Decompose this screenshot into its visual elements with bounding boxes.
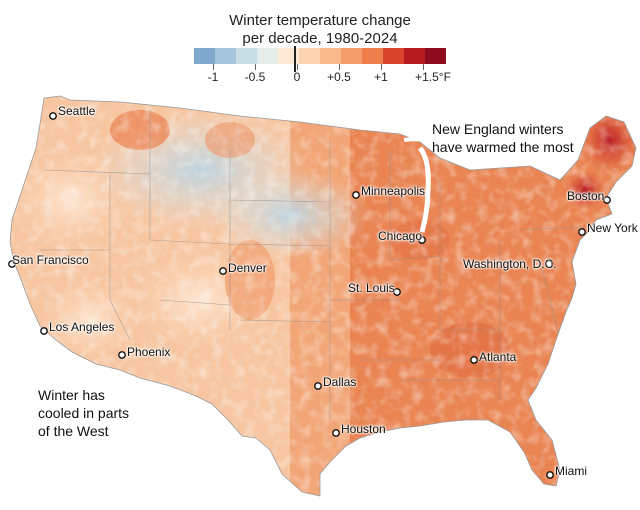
legend-tick-label: 0	[293, 70, 301, 84]
map-title-line1: Winter temperature change	[229, 12, 411, 29]
city-marker-houston	[332, 429, 340, 437]
city-label-denver: Denver	[228, 261, 267, 275]
legend-swatch	[299, 48, 320, 64]
city-marker-new-york	[578, 228, 586, 236]
legend-zero-marker	[294, 46, 296, 72]
legend-swatch	[320, 48, 341, 64]
city-label-miami: Miami	[555, 464, 587, 478]
legend-swatch	[404, 48, 425, 64]
city-label-washington-d-c: Washington, D.C.	[463, 257, 557, 271]
city-label-dallas: Dallas	[323, 375, 357, 389]
city-marker-dallas	[314, 382, 322, 390]
legend-swatch	[362, 48, 383, 64]
legend-swatch	[425, 48, 446, 64]
city-label-atlanta: Atlanta	[479, 350, 517, 364]
city-marker-atlanta	[470, 356, 478, 364]
west-note-line1: Winter has	[38, 387, 105, 403]
legend-tick-label: +0.5	[327, 70, 351, 84]
legend-tick-label: +1.5°F	[415, 70, 451, 84]
legend-swatch	[383, 48, 404, 64]
city-label-los-angeles: Los Angeles	[49, 320, 115, 334]
legend-tick	[423, 64, 424, 70]
city-marker-seattle	[49, 112, 57, 120]
color-legend	[194, 48, 446, 64]
city-marker-san-francisco	[8, 260, 16, 268]
legend-tick-label: -0.5	[244, 70, 266, 84]
city-marker-denver	[219, 267, 227, 275]
city-marker-phoenix	[118, 351, 126, 359]
city-markers	[8, 112, 611, 479]
city-label-new-york: New York	[587, 221, 638, 235]
legend-swatch	[215, 48, 236, 64]
city-label-minneapolis: Minneapolis	[361, 184, 426, 198]
city-marker-washington-d-c	[545, 260, 553, 268]
legend-swatch	[257, 48, 278, 64]
city-label-houston: Houston	[341, 422, 386, 436]
legend-swatch	[194, 48, 215, 64]
legend-swatch	[278, 48, 299, 64]
west-note-line2: cooled in parts	[38, 405, 130, 421]
legend-tick	[339, 64, 340, 70]
legend-tick	[297, 64, 298, 70]
legend-tick	[381, 64, 382, 70]
city-label-chicago: Chicago	[378, 229, 423, 243]
legend-tick-label: -1	[207, 70, 219, 84]
new-england-note-line1: New England winters	[432, 121, 564, 137]
city-marker-minneapolis	[352, 191, 360, 199]
map-title-line2: per decade, 1980-2024	[242, 30, 398, 47]
legend-tick	[255, 64, 256, 70]
city-marker-miami	[546, 471, 554, 479]
city-label-st-louis: St. Louis	[348, 281, 395, 295]
city-label-san-francisco: San Francisco	[12, 253, 89, 267]
city-marker-boston	[603, 196, 611, 204]
city-marker-st-louis	[393, 288, 401, 296]
city-marker-los-angeles	[40, 327, 48, 335]
city-label-phoenix: Phoenix	[127, 345, 171, 359]
legend-swatch	[236, 48, 257, 64]
city-label-seattle: Seattle	[58, 104, 96, 118]
city-marker-chicago	[418, 236, 426, 244]
new-england-note-line2: have warmed the most	[432, 139, 574, 155]
legend-swatch	[341, 48, 362, 64]
city-label-boston: Boston	[567, 189, 605, 203]
west-note-line3: of the West	[38, 423, 109, 439]
legend-tick-label: +1	[374, 70, 388, 84]
legend-tick	[213, 64, 214, 70]
